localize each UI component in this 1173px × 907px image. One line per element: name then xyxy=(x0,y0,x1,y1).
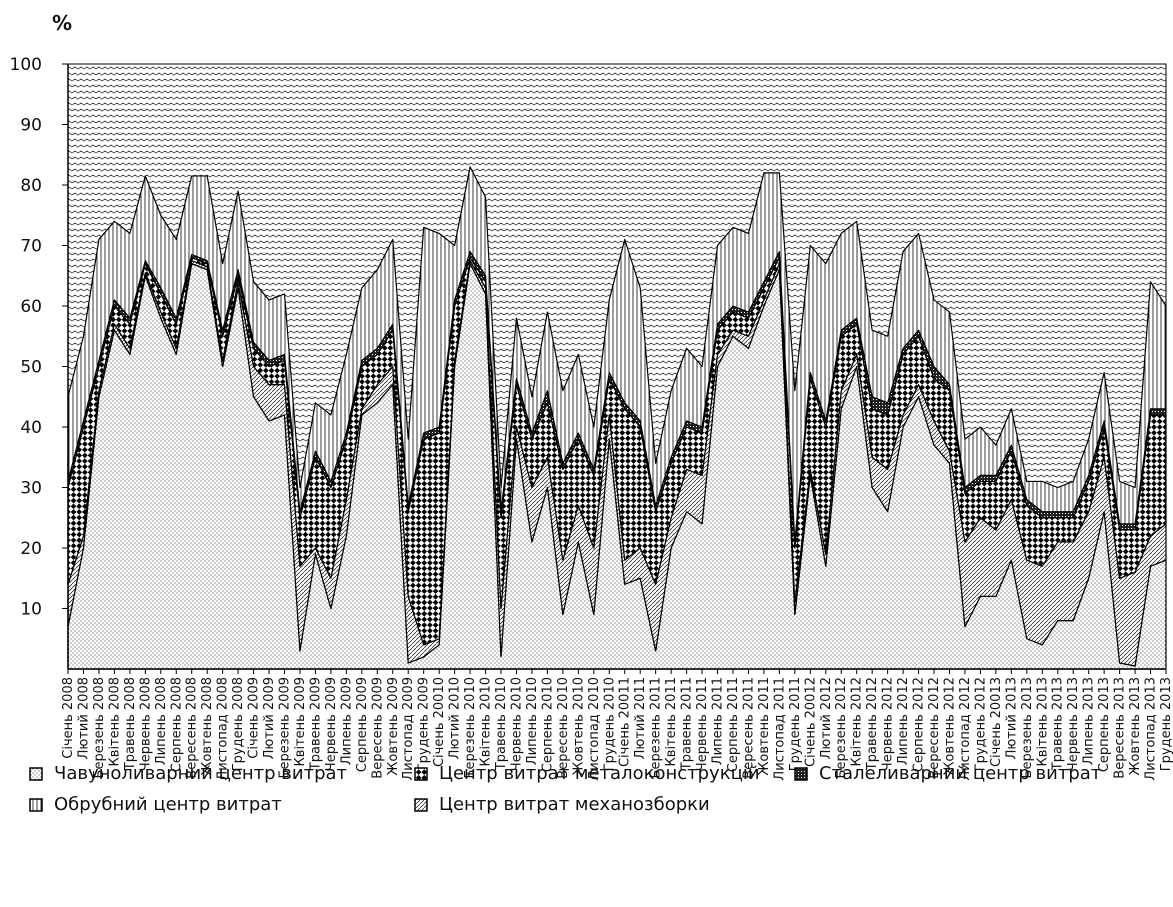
y-tick-label: 90 xyxy=(20,116,42,136)
legend-swatch xyxy=(414,798,428,812)
x-tick-label: Квітень 2009 xyxy=(293,677,308,766)
legend-swatch xyxy=(794,767,808,781)
x-tick-label: Грудень 2011 xyxy=(788,677,803,771)
x-tick-label: Грудень 2013 xyxy=(1159,677,1173,771)
legend-label: Обрубний центр витрат xyxy=(54,794,282,815)
x-tick-label: Серпень 2011 xyxy=(726,677,741,772)
x-tick-label: Січень 20011 xyxy=(618,677,633,767)
x-tick-label: Листопад 2013 xyxy=(1144,677,1159,781)
x-tick-label: Травень 2009 xyxy=(308,677,323,771)
legend-label: Центр витрат механозборки xyxy=(439,794,710,815)
x-tick-label: Листопад 2012 xyxy=(958,677,973,781)
x-tick-label: Травень 2013 xyxy=(1051,677,1066,771)
x-tick-label: Серпень 2009 xyxy=(355,677,370,772)
x-tick-label: Березень 2013 xyxy=(1020,677,1035,778)
x-tick-label: Липень 2011 xyxy=(711,677,726,765)
x-tick-label: Жовтень 2010 xyxy=(571,677,586,776)
x-tick-label: Липень 2013 xyxy=(1082,677,1097,765)
x-tick-label: Квітень 2008 xyxy=(107,677,122,766)
x-tick-label: Серпень 2010 xyxy=(540,677,555,772)
x-tick-label: Січень 20010 xyxy=(432,677,447,767)
x-tick-label: Липень 2010 xyxy=(525,677,540,765)
x-tick-label: Липень 2008 xyxy=(154,677,169,765)
x-tick-label: Вересень 2013 xyxy=(1113,677,1128,779)
x-tick-label: Січень 2009 xyxy=(247,677,262,759)
x-tick-label: Грудень 2012 xyxy=(973,677,988,771)
y-tick-label: 100 xyxy=(10,55,42,75)
x-tick-label: Січень 20012 xyxy=(803,677,818,767)
y-tick-label: 60 xyxy=(20,297,42,317)
legend-label: Чавуноливарний центр витрат xyxy=(54,763,347,784)
x-tick-label: Травень 2010 xyxy=(494,677,509,771)
x-tick-label: Січень 2008 xyxy=(61,677,76,759)
x-tick-label: Лютий 2008 xyxy=(76,677,91,759)
x-tick-label: Липень 2012 xyxy=(896,677,911,765)
x-tick-label: Лютий 2010 xyxy=(448,677,463,759)
x-tick-label: Вересень 2011 xyxy=(741,677,756,779)
x-tick-label: Жовтень 2009 xyxy=(386,677,401,776)
x-tick-label: Лютий 2009 xyxy=(262,677,277,759)
y-tick-label: 70 xyxy=(20,237,42,257)
legend-label: Сталеливарний центр витрат xyxy=(819,763,1101,784)
x-tick-label: Жовтень 2008 xyxy=(200,677,215,776)
x-tick-label: Травень 2012 xyxy=(865,677,880,771)
x-tick-label: Березень 2011 xyxy=(649,677,664,778)
x-tick-label: Квітень 2010 xyxy=(479,677,494,766)
x-tick-label: Вересень 2009 xyxy=(370,677,385,779)
y-tick-label: 30 xyxy=(20,479,42,499)
legend-label: Центр витрат металоконструкцій xyxy=(439,763,760,784)
x-tick-label: Жовтень 2012 xyxy=(942,677,957,776)
area xyxy=(67,166,1167,543)
x-tick-label: Грудень 2008 xyxy=(231,677,246,771)
x-tick-label: Лютий 2011 xyxy=(633,677,648,759)
x-tick-label: Жовтень 2013 xyxy=(1128,677,1143,776)
x-tick-label: Серпень 2008 xyxy=(169,677,184,772)
x-tick-label: Грудень 2010 xyxy=(602,677,617,771)
y-axis-label: % xyxy=(52,11,72,35)
x-tick-label: Квітень 2011 xyxy=(664,677,679,766)
x-tick-label: Листопад 2010 xyxy=(587,677,602,781)
x-tick-label: Січень 20013 xyxy=(989,677,1004,767)
x-tick-label: Травень 2011 xyxy=(680,677,695,771)
x-tick-label: Жовтень 2011 xyxy=(757,677,772,776)
x-tick-label: Травень 2008 xyxy=(123,677,138,771)
x-tick-label: Березень 2008 xyxy=(92,677,107,778)
x-tick-label: Вересень 2012 xyxy=(927,677,942,779)
x-tick-label: Листопад 2009 xyxy=(401,677,416,781)
x-tick-label: Червень 2012 xyxy=(881,677,896,771)
x-tick-label: Березень 2010 xyxy=(463,677,478,778)
x-tick-label: Листопад 2011 xyxy=(772,677,787,781)
x-tick-label: Червень 2009 xyxy=(324,677,339,771)
x-tick-label: Червень 2011 xyxy=(695,677,710,771)
x-tick-label: Березень 2009 xyxy=(278,677,293,778)
x-tick-label: Грудень 2009 xyxy=(417,677,432,771)
x-tick-label: Вересень 2008 xyxy=(185,677,200,779)
x-tick-label: Серпень 2013 xyxy=(1097,677,1112,772)
x-tick-label: Серпень 2012 xyxy=(912,677,927,772)
legend-swatch xyxy=(29,767,43,781)
y-tick-label: 40 xyxy=(20,418,42,438)
y-tick-label: 50 xyxy=(20,358,42,378)
x-tick-label: Червень 2013 xyxy=(1066,677,1081,771)
y-tick-label: 10 xyxy=(20,600,42,620)
x-tick-label: Листопад 2008 xyxy=(216,677,231,781)
x-tick-label: Лютий 2012 xyxy=(819,677,834,759)
legend-swatch xyxy=(414,767,428,781)
y-tick-label: 80 xyxy=(20,176,42,196)
x-tick-label: Квітень 2013 xyxy=(1035,677,1050,766)
x-tick-label: Березень 2012 xyxy=(834,677,849,778)
x-tick-label: Червень 2008 xyxy=(138,677,153,771)
x-tick-label: Лютий 2013 xyxy=(1004,677,1019,759)
y-tick-label: 20 xyxy=(20,539,42,559)
x-tick-label: Червень 2010 xyxy=(509,677,524,771)
x-tick-label: Квітень 2012 xyxy=(850,677,865,766)
legend-swatch xyxy=(29,798,43,812)
x-tick-label: Вересень 2010 xyxy=(556,677,571,779)
x-tick-label: Липень 2009 xyxy=(339,677,354,765)
